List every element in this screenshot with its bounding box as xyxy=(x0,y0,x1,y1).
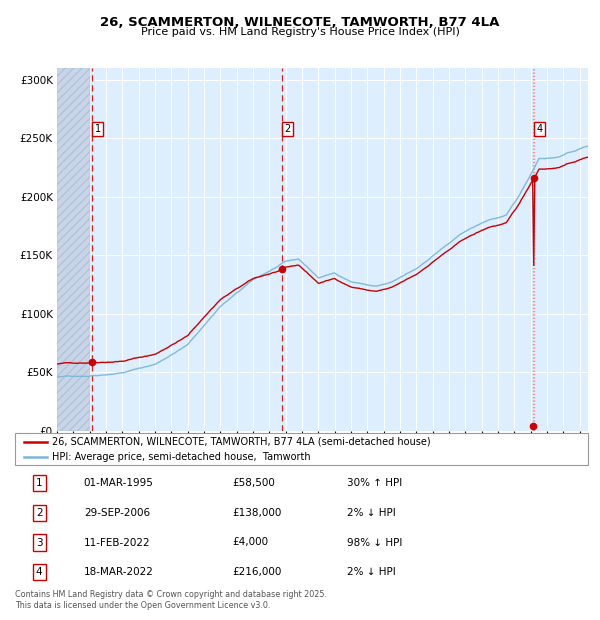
Text: 3: 3 xyxy=(36,538,43,547)
Text: 1: 1 xyxy=(36,478,43,488)
Text: Contains HM Land Registry data © Crown copyright and database right 2025.: Contains HM Land Registry data © Crown c… xyxy=(15,590,327,600)
Text: £58,500: £58,500 xyxy=(233,478,275,488)
Text: Price paid vs. HM Land Registry's House Price Index (HPI): Price paid vs. HM Land Registry's House … xyxy=(140,27,460,37)
Text: 2: 2 xyxy=(284,124,290,134)
Text: 29-SEP-2006: 29-SEP-2006 xyxy=(84,508,150,518)
Text: 26, SCAMMERTON, WILNECOTE, TAMWORTH, B77 4LA: 26, SCAMMERTON, WILNECOTE, TAMWORTH, B77… xyxy=(100,16,500,29)
Text: 98% ↓ HPI: 98% ↓ HPI xyxy=(347,538,403,547)
Text: 18-MAR-2022: 18-MAR-2022 xyxy=(84,567,154,577)
Text: £216,000: £216,000 xyxy=(233,567,282,577)
Text: 01-MAR-1995: 01-MAR-1995 xyxy=(84,478,154,488)
FancyBboxPatch shape xyxy=(15,433,588,465)
Bar xyxy=(57,68,89,431)
Text: 2% ↓ HPI: 2% ↓ HPI xyxy=(347,567,396,577)
Text: 11-FEB-2022: 11-FEB-2022 xyxy=(84,538,151,547)
Text: 4: 4 xyxy=(36,567,43,577)
Text: 2% ↓ HPI: 2% ↓ HPI xyxy=(347,508,396,518)
Text: 30% ↑ HPI: 30% ↑ HPI xyxy=(347,478,403,488)
Text: £4,000: £4,000 xyxy=(233,538,269,547)
Text: This data is licensed under the Open Government Licence v3.0.: This data is licensed under the Open Gov… xyxy=(15,601,271,611)
Text: 26, SCAMMERTON, WILNECOTE, TAMWORTH, B77 4LA (semi-detached house): 26, SCAMMERTON, WILNECOTE, TAMWORTH, B77… xyxy=(52,436,431,447)
Text: HPI: Average price, semi-detached house,  Tamworth: HPI: Average price, semi-detached house,… xyxy=(52,452,311,462)
Text: 2: 2 xyxy=(36,508,43,518)
Text: £138,000: £138,000 xyxy=(233,508,282,518)
Text: 4: 4 xyxy=(536,124,543,134)
Text: 1: 1 xyxy=(95,124,101,134)
